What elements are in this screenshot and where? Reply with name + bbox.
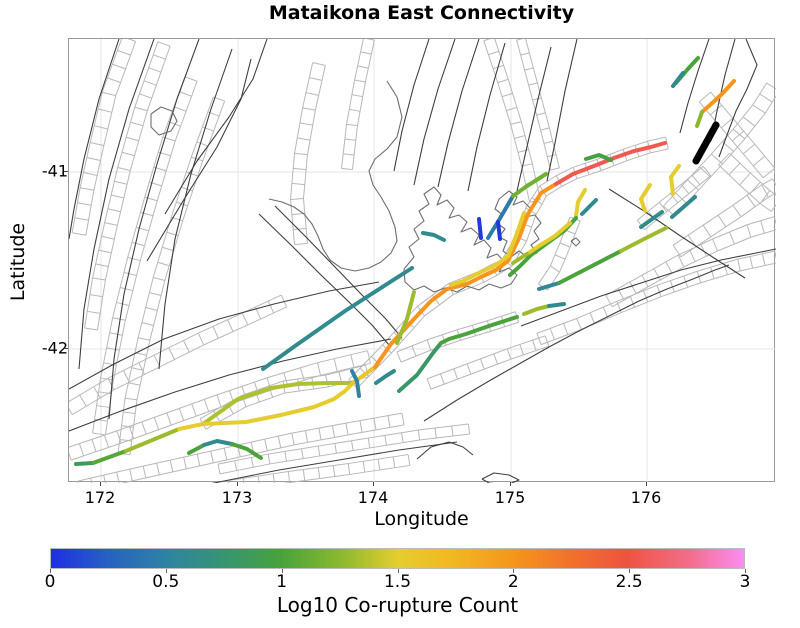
rupture-trace <box>639 210 664 229</box>
x-tick-mark <box>646 482 647 486</box>
colorbar-tick-mark <box>513 569 515 573</box>
coastline <box>150 80 581 293</box>
rupture-trace <box>202 439 234 447</box>
rupture-trace <box>124 427 181 453</box>
colorbar-tick-mark <box>397 569 399 573</box>
rupture-trace <box>397 341 443 393</box>
colorbar-tick-mark <box>50 569 51 573</box>
rupture-trace <box>91 449 128 465</box>
x-tick-mark <box>237 482 238 486</box>
rupture-trace <box>584 153 613 162</box>
rupture-trace <box>496 220 502 241</box>
rupture-trace <box>449 211 526 287</box>
colorbar-tick-label: 1 <box>276 572 288 592</box>
rupture-trace <box>177 422 205 431</box>
colorbar-tick-label: 0 <box>44 572 56 592</box>
rupture-trace <box>187 443 206 455</box>
rupture-trace <box>669 164 681 196</box>
rupture-trace <box>395 290 416 345</box>
rupture-trace <box>374 369 396 385</box>
x-tick-label: 176 <box>630 488 662 507</box>
rupture-traces <box>74 56 736 466</box>
y-tick-label: -41 <box>41 161 68 181</box>
rupture-trace <box>261 266 414 371</box>
rupture-trace <box>554 141 667 186</box>
y-tick-label: -42 <box>41 338 68 358</box>
rupture-trace <box>511 252 529 265</box>
x-tick-mark <box>100 482 101 486</box>
rupture-trace <box>486 194 515 240</box>
rupture-trace <box>639 183 652 213</box>
x-tick-mark <box>373 482 374 486</box>
rupture-trace <box>439 315 519 345</box>
x-tick-label: 173 <box>221 488 253 507</box>
rupture-trace <box>74 461 95 466</box>
rupture-trace <box>201 381 355 426</box>
rupture-trace <box>547 302 566 308</box>
y-axis-label: Latitude <box>7 222 29 302</box>
colorbar-tick-label: 2 <box>507 572 519 592</box>
rupture-trace <box>580 198 598 216</box>
rupture-trace <box>670 195 697 219</box>
rupture-trace <box>373 182 558 369</box>
rupture-trace <box>700 79 736 114</box>
colorbar-tick-mark <box>629 569 631 573</box>
colorbar-tick-mark <box>165 569 167 573</box>
colorbar-tick-label: 2.5 <box>615 572 643 592</box>
rupture-trace <box>671 71 685 88</box>
rupture-trace <box>230 442 263 460</box>
x-tick-label: 174 <box>357 488 389 507</box>
chart-title: Mataikona East Connectivity <box>268 2 575 24</box>
y-tick-mark <box>64 348 68 349</box>
rupture-trace <box>574 188 587 218</box>
x-tick-label: 175 <box>494 488 526 507</box>
rupture-trace <box>421 231 446 242</box>
colorbar-tick-label: 3 <box>739 572 751 592</box>
rupture-trace <box>525 221 572 256</box>
fault-map-canvas <box>69 39 776 483</box>
highlighted-fault-trace <box>692 121 720 165</box>
colorbar-gradient <box>50 548 745 569</box>
x-axis-label: Longitude <box>374 508 469 530</box>
rupture-trace <box>619 226 668 253</box>
fault-trace-lines <box>69 39 776 483</box>
rupture-trace <box>522 304 551 316</box>
colorbar-tick-label: 1.5 <box>383 572 412 592</box>
rupture-trace <box>557 249 623 285</box>
fault-subsection-outlines <box>69 39 776 483</box>
colorbar-tick-label: 0.5 <box>152 572 180 592</box>
rupture-trace <box>201 381 355 426</box>
map-plot-area <box>68 38 776 483</box>
rupture-trace <box>695 110 704 128</box>
rupture-trace <box>350 369 361 398</box>
rupture-trace <box>537 281 561 291</box>
x-tick-mark <box>510 482 511 486</box>
y-tick-mark <box>64 171 68 172</box>
rupture-trace <box>477 217 483 240</box>
x-tick-label: 172 <box>84 488 116 507</box>
colorbar-tick-mark <box>281 569 283 573</box>
rupture-trace <box>511 172 548 198</box>
colorbar-tick-mark <box>745 569 746 573</box>
colorbar-label: Log10 Co-rupture Count <box>276 593 519 617</box>
